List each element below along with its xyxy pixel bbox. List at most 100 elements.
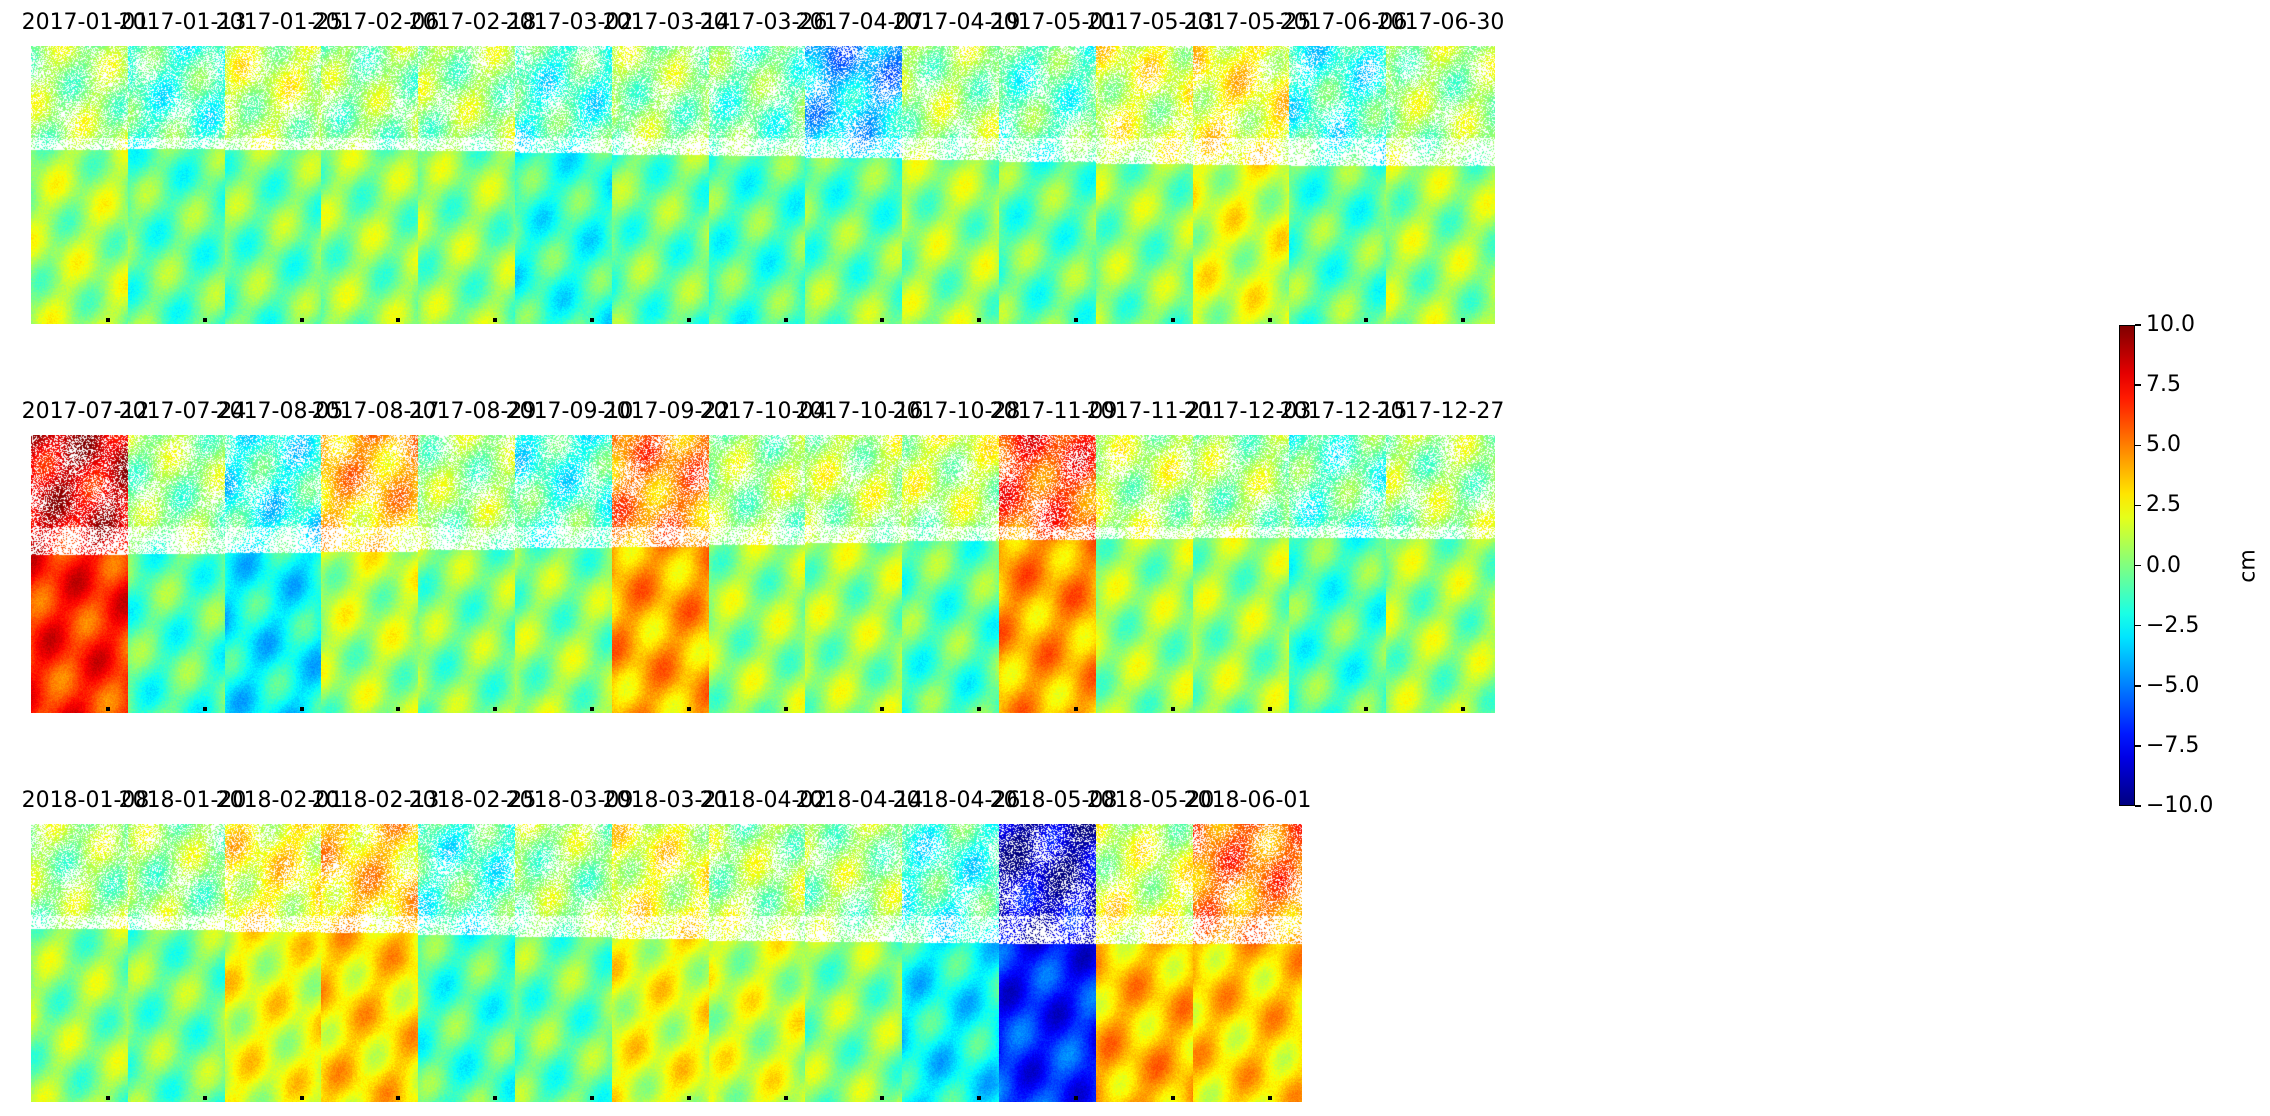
reference-point — [687, 1096, 692, 1100]
panel-title: 2017-10-28 — [892, 399, 1021, 424]
panel-title: 2017-01-01 — [21, 10, 150, 35]
reference-point — [396, 318, 401, 322]
displacement-map — [321, 46, 430, 324]
panel-title: 2018-03-09 — [505, 788, 634, 813]
displacement-map — [709, 824, 818, 1102]
displacement-map — [1096, 435, 1205, 713]
reference-point — [300, 707, 305, 711]
displacement-map — [418, 824, 527, 1102]
displacement-map — [418, 46, 527, 324]
panel-title: 2017-08-05 — [215, 399, 344, 424]
displacement-map — [1193, 824, 1302, 1102]
colorbar-tick — [2135, 444, 2141, 446]
panel-title: 2018-04-02 — [699, 788, 828, 813]
reference-point — [396, 707, 401, 711]
displacement-map — [31, 46, 140, 324]
panel-title: 2017-12-15 — [1279, 399, 1408, 424]
reference-point — [977, 707, 982, 711]
reference-point — [687, 707, 692, 711]
colorbar-tick-label: 2.5 — [2146, 492, 2181, 518]
panel-title: 2017-11-09 — [989, 399, 1118, 424]
reference-point — [1268, 318, 1273, 322]
displacement-map — [1386, 46, 1495, 324]
panel-title: 2017-03-02 — [505, 10, 634, 35]
reference-point — [590, 318, 595, 322]
displacement-map — [515, 46, 624, 324]
colorbar-tick-label: −7.5 — [2146, 732, 2200, 758]
displacement-map — [805, 46, 914, 324]
displacement-map — [805, 824, 914, 1102]
reference-point — [784, 1096, 789, 1100]
displacement-map — [1096, 46, 1205, 324]
displacement-map — [612, 435, 721, 713]
colorbar-tick-label: 5.0 — [2146, 432, 2181, 458]
reference-point — [1461, 318, 1466, 322]
displacement-map — [902, 824, 1011, 1102]
panel-title: 2017-01-13 — [118, 10, 247, 35]
colorbar-tick-label: −5.0 — [2146, 672, 2200, 698]
panel-title: 2018-04-26 — [892, 788, 1021, 813]
displacement-map — [418, 435, 527, 713]
panel-title: 2018-04-14 — [795, 788, 924, 813]
displacement-map — [805, 435, 914, 713]
displacement-map — [128, 435, 237, 713]
panel-title: 2017-04-19 — [892, 10, 1021, 35]
displacement-map — [709, 435, 818, 713]
reference-point — [1268, 707, 1273, 711]
reference-point — [784, 707, 789, 711]
reference-point — [396, 1096, 401, 1100]
reference-point — [1074, 318, 1079, 322]
reference-point — [300, 1096, 305, 1100]
panel-title: 2017-03-14 — [602, 10, 731, 35]
panel-title: 2017-07-24 — [118, 399, 247, 424]
displacement-map — [321, 435, 430, 713]
reference-point — [1461, 707, 1466, 711]
panel-title: 2017-05-25 — [1183, 10, 1312, 35]
reference-point — [880, 1096, 885, 1100]
panel-title: 2018-01-20 — [118, 788, 247, 813]
panel-title: 2017-09-10 — [505, 399, 634, 424]
panel-title: 2017-06-30 — [1376, 10, 1505, 35]
panel-title: 2018-01-08 — [21, 788, 150, 813]
displacement-map — [709, 46, 818, 324]
reference-point — [1074, 1096, 1079, 1100]
panel-title: 2017-02-18 — [408, 10, 537, 35]
reference-point — [106, 318, 111, 322]
displacement-map — [1193, 435, 1302, 713]
reference-point — [493, 707, 498, 711]
panel-title: 2017-12-27 — [1376, 399, 1505, 424]
colorbar-tick — [2135, 504, 2141, 507]
displacement-map — [321, 824, 430, 1102]
colorbar-tick — [2135, 624, 2141, 627]
panel-title: 2017-07-12 — [21, 399, 150, 424]
colorbar-tick-label: −2.5 — [2146, 612, 2200, 638]
reference-point — [1364, 707, 1369, 711]
panel-title: 2017-08-29 — [408, 399, 537, 424]
reference-point — [493, 1096, 498, 1100]
displacement-map — [515, 824, 624, 1102]
displacement-map — [612, 46, 721, 324]
panel-title: 2017-01-25 — [215, 10, 344, 35]
displacement-map — [999, 46, 1108, 324]
colorbar-tick — [2135, 805, 2141, 807]
displacement-map — [999, 435, 1108, 713]
displacement-map — [515, 435, 624, 713]
displacement-map — [1193, 46, 1302, 324]
displacement-map — [1386, 435, 1495, 713]
displacement-map — [902, 435, 1011, 713]
panel-title: 2017-05-13 — [1086, 10, 1215, 35]
colorbar-label: cm — [2235, 549, 2261, 583]
reference-point — [880, 707, 885, 711]
colorbar — [2119, 325, 2135, 806]
reference-point — [1171, 318, 1176, 322]
displacement-map — [1289, 46, 1398, 324]
displacement-map — [1096, 824, 1205, 1102]
panel-title: 2017-03-26 — [699, 10, 828, 35]
colorbar-tick-label: 0.0 — [2146, 552, 2181, 578]
displacement-map — [128, 46, 237, 324]
displacement-map — [1289, 435, 1398, 713]
panel-title: 2017-05-01 — [989, 10, 1118, 35]
panel-title: 2017-09-22 — [602, 399, 731, 424]
panel-title: 2017-12-03 — [1183, 399, 1312, 424]
